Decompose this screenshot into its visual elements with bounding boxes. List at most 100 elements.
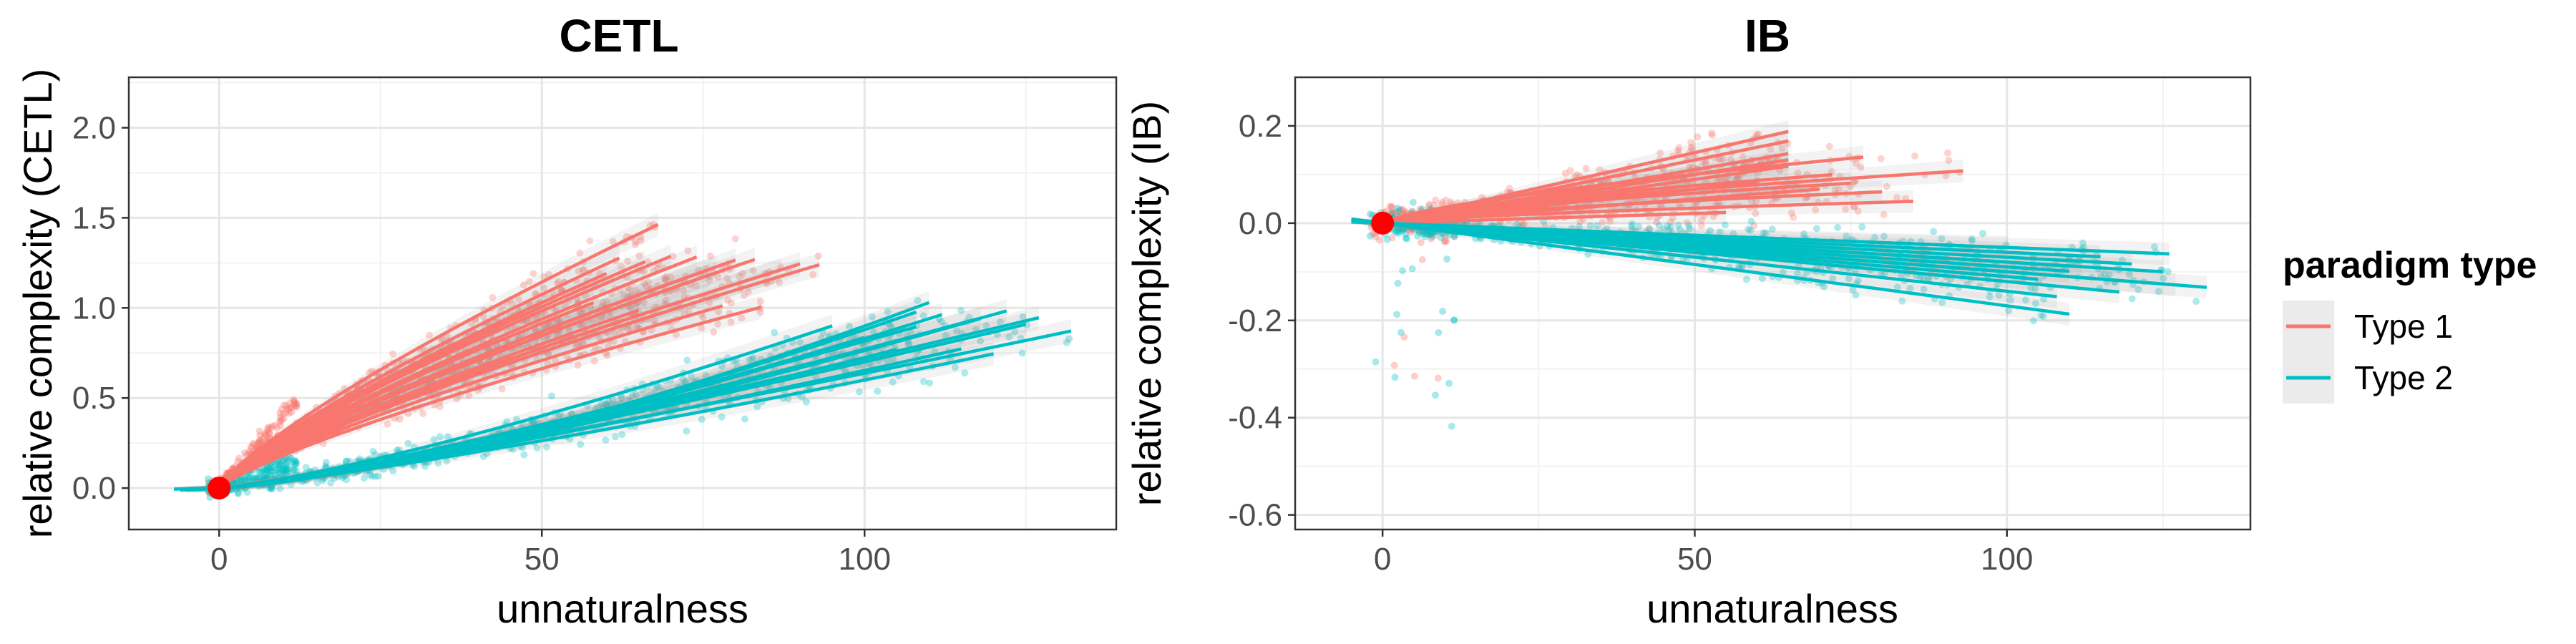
scatter-point-2	[278, 471, 286, 479]
scatter-point-1	[282, 402, 290, 410]
scatter-point-2	[1402, 230, 1410, 238]
scatter-point-1	[723, 274, 731, 282]
scatter-point-2	[1394, 204, 1402, 212]
legend-title: paradigm type	[2283, 245, 2537, 286]
scatter-point-2	[291, 457, 299, 465]
scatter-point-2	[444, 433, 452, 440]
scatter-point-2	[238, 476, 245, 484]
scatter-point-1	[259, 434, 267, 441]
scatter-point-1	[1825, 142, 1833, 150]
scatter-point-2	[1011, 328, 1019, 336]
scatter-point-2	[868, 313, 876, 321]
scatter-point-2	[914, 297, 922, 304]
scatter-point-2	[255, 468, 263, 476]
scatter-point-2	[240, 477, 248, 485]
scatter-point-1	[643, 282, 650, 290]
scatter-point-2	[1432, 391, 1439, 399]
panel-cetl-y-ticks: 0.0 0.5 1.0 1.5 2.0	[72, 111, 129, 506]
scatter-point-2	[204, 475, 212, 483]
scatter-point-2	[264, 472, 272, 480]
scatter-point-1	[436, 403, 444, 411]
scatter-point-2	[244, 476, 252, 484]
y-tick-label: -0.4	[1228, 401, 1282, 436]
scatter-point-2	[291, 457, 299, 465]
scatter-point-1	[262, 431, 270, 439]
y-tick-label: 1.0	[72, 291, 116, 326]
scatter-point-2	[313, 479, 321, 487]
scatter-point-1	[1541, 222, 1549, 230]
scatter-point-1	[661, 276, 669, 284]
scatter-point-2	[281, 459, 289, 467]
scatter-point-1	[1688, 145, 1696, 153]
scatter-point-1	[1400, 333, 1408, 341]
scatter-point-2	[318, 477, 326, 484]
scatter-point-2	[796, 338, 804, 346]
x-tick-label: 0	[210, 542, 228, 577]
scatter-point-1	[270, 421, 278, 429]
scatter-point-1	[1752, 210, 1760, 218]
scatter-point-2	[887, 323, 894, 331]
scatter-point-2	[430, 436, 438, 444]
scatter-point-2	[234, 489, 242, 497]
scatter-point-2	[283, 466, 291, 474]
scatter-point-1	[620, 291, 628, 299]
panel-ib-title: IB	[1745, 10, 1790, 62]
scatter-point-2	[268, 485, 276, 493]
scatter-point-2	[907, 328, 914, 336]
scatter-point-2	[1450, 316, 1458, 324]
scatter-point-2	[1403, 235, 1411, 243]
scatter-point-2	[749, 353, 757, 361]
scatter-point-2	[327, 479, 335, 487]
scatter-point-2	[1747, 226, 1755, 234]
scatter-point-1	[267, 424, 275, 431]
scatter-point-2	[264, 464, 272, 472]
scatter-point-2	[604, 401, 612, 409]
scatter-point-2	[366, 471, 374, 479]
scatter-point-1	[1945, 157, 1953, 165]
scatter-point-2	[1451, 233, 1458, 240]
scatter-point-2	[404, 439, 412, 447]
scatter-point-2	[263, 467, 271, 475]
scatter-point-1	[577, 321, 585, 329]
scatter-point-2	[1742, 275, 1750, 283]
scatter-point-2	[262, 469, 270, 477]
scatter-point-2	[1968, 237, 1976, 245]
scatter-point-1	[384, 420, 391, 428]
scatter-point-2	[267, 463, 275, 471]
scatter-point-2	[618, 394, 625, 401]
scatter-point-2	[1779, 268, 1787, 276]
scatter-point-1	[731, 235, 739, 243]
scatter-point-2	[1820, 283, 1828, 291]
scatter-point-1	[288, 409, 296, 416]
scatter-point-2	[1762, 229, 1770, 237]
confidence-band-1	[1382, 190, 1913, 226]
scatter-point-2	[996, 318, 1004, 326]
scatter-point-1	[1722, 175, 1730, 183]
fit-line-type-1	[218, 306, 762, 489]
scatter-point-2	[251, 474, 259, 482]
scatter-point-2	[253, 474, 260, 482]
scatter-point-1	[749, 267, 757, 275]
scatter-point-2	[2031, 300, 2039, 308]
scatter-point-1	[277, 417, 285, 425]
scatter-point-2	[1871, 233, 1878, 241]
scatter-point-1	[286, 404, 294, 411]
scatter-point-1	[1739, 153, 1747, 160]
scatter-point-1	[738, 314, 746, 322]
scatter-point-2	[280, 456, 288, 464]
scatter-point-1	[1687, 139, 1694, 147]
scatter-point-1	[256, 436, 264, 444]
fit-line-type-1	[218, 291, 646, 489]
scatter-point-2	[520, 451, 528, 459]
scatter-point-1	[280, 401, 288, 409]
scatter-point-2	[1667, 223, 1674, 231]
scatter-point-1	[1606, 218, 1614, 225]
panel-cetl-grid	[129, 77, 1116, 530]
scatter-point-1	[525, 278, 533, 286]
legend-item-type-2: Type 2	[2283, 352, 2453, 404]
scatter-point-1	[291, 398, 298, 406]
scatter-point-1	[632, 240, 639, 248]
scatter-point-1	[727, 299, 735, 307]
scatter-point-2	[1979, 230, 1986, 238]
scatter-point-2	[1685, 222, 1693, 230]
